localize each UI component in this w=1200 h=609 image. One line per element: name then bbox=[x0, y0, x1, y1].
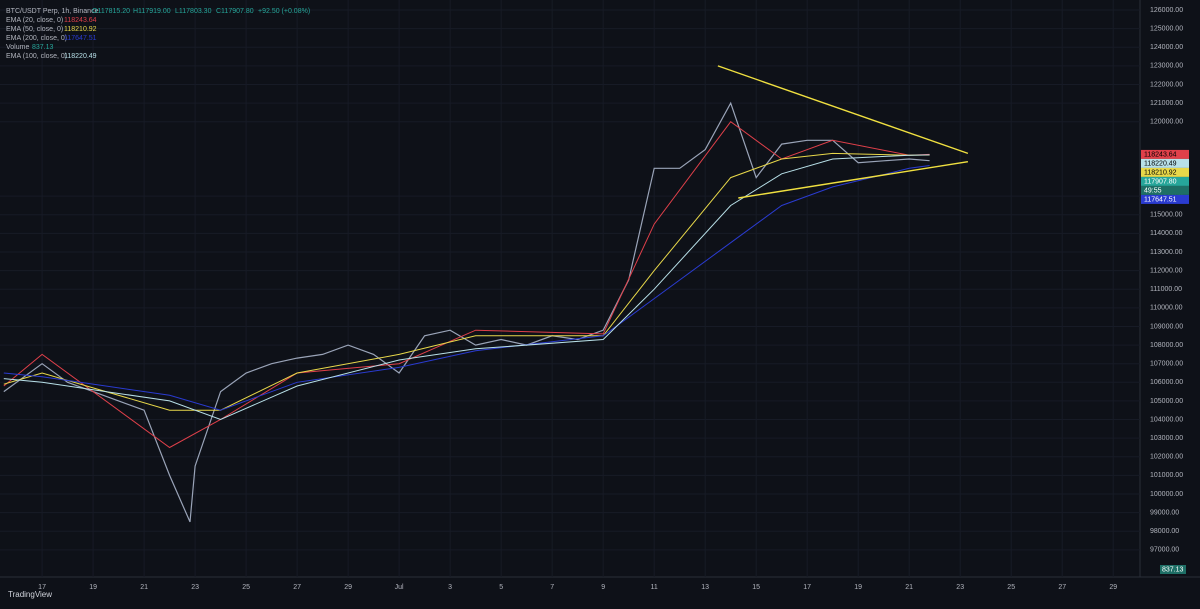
trendline bbox=[717, 65, 969, 155]
y-tick-label: 101000.00 bbox=[1150, 472, 1183, 479]
legend-name: EMA (100, close, 0) bbox=[6, 53, 67, 60]
brand: TradingView bbox=[8, 590, 52, 599]
x-tick-label: 7 bbox=[550, 584, 554, 591]
price-badge-label: 118243.64 bbox=[1144, 151, 1177, 158]
legend-value: 118220.49 bbox=[64, 53, 97, 60]
y-tick-label: 123000.00 bbox=[1150, 63, 1183, 70]
y-tick-label: 111000.00 bbox=[1150, 286, 1182, 293]
x-tick-label: 25 bbox=[1007, 584, 1015, 591]
y-tick-label: 114000.00 bbox=[1150, 230, 1183, 237]
y-tick-label: 102000.00 bbox=[1150, 454, 1183, 461]
ema-line bbox=[3, 152, 930, 411]
y-tick-label: 112000.00 bbox=[1150, 267, 1183, 274]
x-tick-label: 23 bbox=[191, 584, 199, 591]
x-tick-label: 21 bbox=[905, 584, 913, 591]
open: O117815.20 bbox=[92, 8, 130, 15]
x-tick-label: 5 bbox=[499, 584, 503, 591]
y-tick-label: 120000.00 bbox=[1150, 119, 1183, 126]
x-tick-label: 21 bbox=[140, 584, 148, 591]
x-tick-label: 27 bbox=[293, 584, 301, 591]
legend-value: 118210.92 bbox=[64, 26, 97, 33]
x-tick-label: 17 bbox=[803, 584, 811, 591]
ema-line bbox=[3, 121, 930, 449]
legend-value: 118243.64 bbox=[64, 17, 97, 24]
y-tick-label: 113000.00 bbox=[1150, 249, 1183, 256]
y-tick-label: 126000.00 bbox=[1150, 7, 1183, 14]
y-tick-label: 109000.00 bbox=[1150, 323, 1183, 330]
y-tick-label: 106000.00 bbox=[1150, 379, 1183, 386]
y-tick-label: 103000.00 bbox=[1150, 435, 1183, 442]
plot bbox=[3, 65, 969, 523]
y-tick-label: 98000.00 bbox=[1150, 528, 1179, 535]
price-badge-label: 117907.80 bbox=[1144, 178, 1177, 185]
x-tick-label: 17 bbox=[38, 584, 46, 591]
y-tick-label: 115000.00 bbox=[1150, 212, 1183, 219]
x-tick-label: 27 bbox=[1058, 584, 1066, 591]
x-tick-label: 13 bbox=[701, 584, 709, 591]
x-tick-label: 19 bbox=[854, 584, 862, 591]
x-tick-label: 23 bbox=[956, 584, 964, 591]
x-tick-label: 3 bbox=[448, 584, 452, 591]
change: +92.50 (+0.08%) bbox=[258, 8, 310, 15]
x-tick-label: 15 bbox=[752, 584, 760, 591]
legend-value: 837.13 bbox=[32, 44, 54, 51]
y-tick-label: 99000.00 bbox=[1150, 509, 1179, 516]
x-tick-label: Jul bbox=[395, 584, 404, 591]
price-badge-label: 118220.49 bbox=[1144, 160, 1177, 167]
y-tick-label: 100000.00 bbox=[1150, 491, 1183, 498]
x-tick-label: 11 bbox=[651, 584, 658, 591]
y-tick-label: 110000.00 bbox=[1150, 305, 1183, 312]
y-tick-label: 97000.00 bbox=[1150, 547, 1179, 554]
ema-line bbox=[3, 165, 930, 411]
volume-badge bbox=[1160, 565, 1186, 574]
y-tick-label: 121000.00 bbox=[1150, 100, 1183, 107]
axes: 126000.00 125000.00 124000.00 123000.00 1220… bbox=[38, 7, 1189, 591]
volume-badge-label: 837.13 bbox=[1162, 566, 1184, 573]
symbol: BTC/USDT Perp, 1h, Binance bbox=[6, 8, 99, 15]
price-badge bbox=[1141, 194, 1189, 204]
x-tick-label: 9 bbox=[601, 584, 605, 591]
legend-name: EMA (20, close, 0) bbox=[6, 17, 63, 24]
price-badge bbox=[1141, 158, 1189, 168]
price-badge bbox=[1141, 149, 1189, 159]
high: H117919.00 bbox=[133, 8, 171, 15]
price-badge bbox=[1141, 176, 1189, 186]
legend-name: EMA (200, close, 0) bbox=[6, 35, 67, 42]
y-tick-label: 124000.00 bbox=[1150, 44, 1183, 51]
low: L117803.30 bbox=[175, 8, 212, 15]
y-tick-label: 122000.00 bbox=[1150, 81, 1183, 88]
x-tick-label: 29 bbox=[344, 584, 352, 591]
y-tick-label: 107000.00 bbox=[1150, 361, 1183, 368]
price-badge bbox=[1141, 167, 1189, 177]
ema-line bbox=[3, 154, 930, 421]
trendline bbox=[738, 161, 969, 199]
y-tick-label: 105000.00 bbox=[1150, 398, 1183, 405]
price-line bbox=[3, 101, 930, 523]
close: C117907.80 bbox=[216, 8, 254, 15]
y-tick-label: 104000.00 bbox=[1150, 416, 1183, 423]
y-tick-label: 108000.00 bbox=[1150, 342, 1183, 349]
legend-name: Volume bbox=[6, 44, 29, 51]
legend-value: 117647.51 bbox=[64, 35, 97, 42]
price-badge-label: 117647.51 bbox=[1144, 196, 1177, 203]
y-tick-label: 125000.00 bbox=[1150, 26, 1183, 33]
grid bbox=[0, 0, 1140, 577]
x-tick-label: 29 bbox=[1109, 584, 1117, 591]
legend-name: EMA (50, close, 0) bbox=[6, 26, 63, 33]
x-tick-label: 19 bbox=[89, 584, 97, 591]
price-badge-label: 118210.92 bbox=[1144, 169, 1177, 176]
x-tick-label: 25 bbox=[242, 584, 250, 591]
countdown: 49:55 bbox=[1144, 187, 1162, 194]
countdown-badge bbox=[1141, 185, 1189, 195]
